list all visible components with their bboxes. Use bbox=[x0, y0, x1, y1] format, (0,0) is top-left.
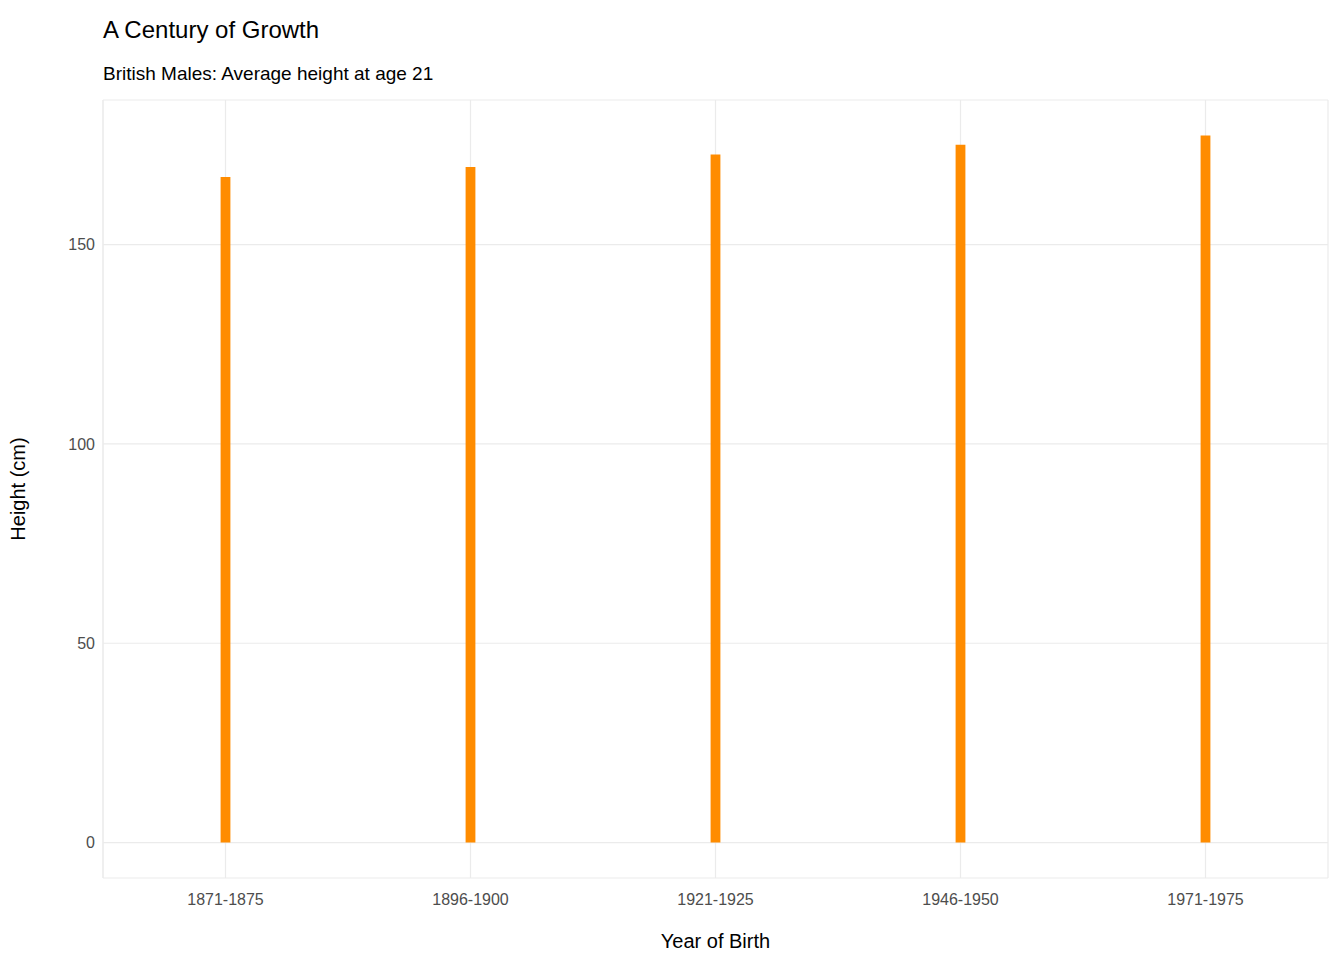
svg-text:100: 100 bbox=[68, 436, 95, 453]
html-text:British Males: Average height: British Males: Average height at age 21 bbox=[103, 63, 434, 84]
svg-text:1971-1975: 1971-1975 bbox=[1167, 891, 1244, 908]
svg-text:Year of Birth: Year of Birth bbox=[661, 930, 770, 952]
svg-text:50: 50 bbox=[77, 635, 95, 652]
svg-text:0: 0 bbox=[86, 834, 95, 851]
svg-text:1946-1950: 1946-1950 bbox=[922, 891, 999, 908]
svg-text:1896-1900: 1896-1900 bbox=[432, 891, 509, 908]
svg-text:150: 150 bbox=[68, 236, 95, 253]
svg-text:1871-1875: 1871-1875 bbox=[187, 891, 264, 908]
svg-text:Height (cm): Height (cm) bbox=[8, 437, 29, 540]
html-text:A Century of Growth: A Century of Growth bbox=[103, 16, 320, 43]
svg-text:1921-1925: 1921-1925 bbox=[677, 891, 754, 908]
